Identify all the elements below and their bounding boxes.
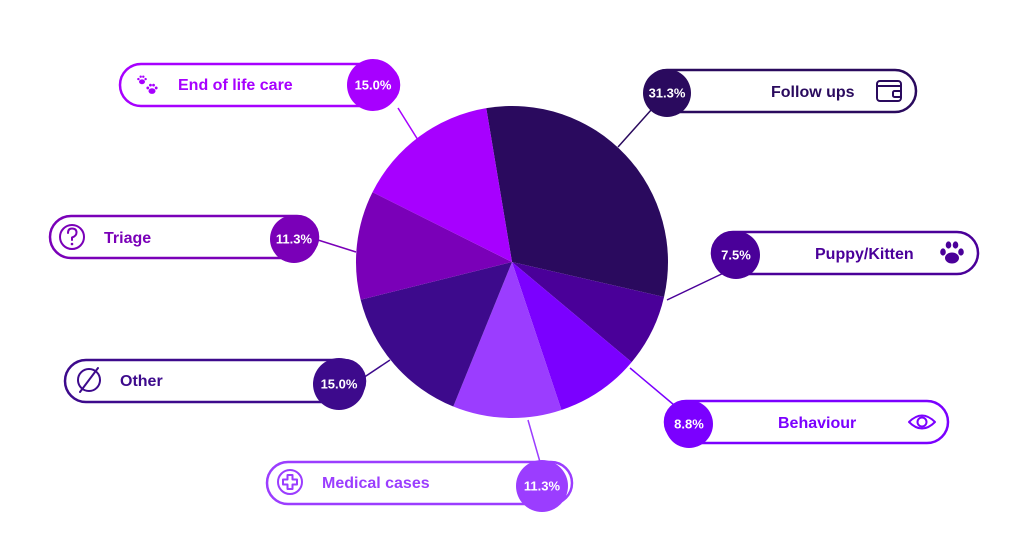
paws-icon [137, 75, 158, 94]
callout-pill [265, 460, 574, 506]
empty-set-icon [77, 367, 101, 393]
slice-label: End of life care [178, 77, 293, 94]
pie-slice-medical-cases [453, 262, 562, 418]
eye-icon [908, 414, 936, 430]
pie-slice-triage [356, 192, 512, 300]
value-badge [270, 215, 318, 263]
connector-line-behaviour [629, 367, 681, 411]
value-badge [347, 59, 399, 111]
callout-puppy-kitten: Puppy/Kitten 7.5% [710, 230, 980, 279]
pie-slice-behaviour [512, 262, 632, 410]
pie-slice-follow-ups [486, 106, 669, 297]
value-label: 11.3% [524, 479, 561, 494]
slice-label: Follow ups [771, 84, 855, 101]
value-badge [643, 69, 691, 117]
callout-pill [710, 230, 980, 276]
value-badge [712, 231, 760, 279]
slice-label: Other [120, 373, 163, 390]
question-icon [59, 224, 85, 250]
callout-pill [63, 358, 367, 404]
value-label: 7.5% [721, 248, 751, 263]
value-label: 15.0% [355, 78, 392, 93]
paw-icon [940, 241, 964, 264]
callout-end-of-life-care: End of life care 15.0% [118, 59, 401, 111]
callout-pill [663, 399, 950, 445]
pie-slices [356, 106, 669, 418]
value-label: 15.0% [321, 377, 358, 392]
callout-triage: Triage 11.3% [48, 214, 320, 263]
callout-other: Other 15.0% [63, 358, 367, 410]
callout-behaviour: Behaviour 8.8% [663, 399, 950, 448]
slice-label: Triage [104, 230, 151, 247]
wallet-icon [876, 80, 902, 102]
callout-pill [48, 214, 320, 260]
callout-medical-cases: Medical cases 11.3% [265, 460, 574, 512]
callout-follow-ups: Follow ups 31.3% [643, 68, 918, 117]
value-badge [665, 400, 713, 448]
connector-line-triage [317, 239, 357, 253]
slice-label: Behaviour [778, 415, 856, 432]
medical-cross-icon [277, 469, 303, 495]
value-label: 31.3% [649, 86, 686, 101]
connector-line-end-of-life-care [397, 107, 419, 141]
pie-slice-puppy-kitten [512, 262, 665, 363]
callouts: Follow ups 31.3% Puppy/Kitten 7.5% Behaviour… [48, 59, 980, 512]
connector-line-medical-cases [527, 419, 541, 463]
pie-slice-end-of-life-care [372, 108, 512, 262]
slice-label: Medical cases [322, 475, 430, 492]
value-label: 11.3% [276, 232, 313, 247]
value-badge [313, 358, 365, 410]
slice-label: Puppy/Kitten [815, 246, 914, 263]
connector-line-puppy-kitten [666, 269, 731, 301]
pie-slice-other [360, 262, 512, 407]
value-badge [516, 460, 568, 512]
value-label: 8.8% [674, 417, 704, 432]
